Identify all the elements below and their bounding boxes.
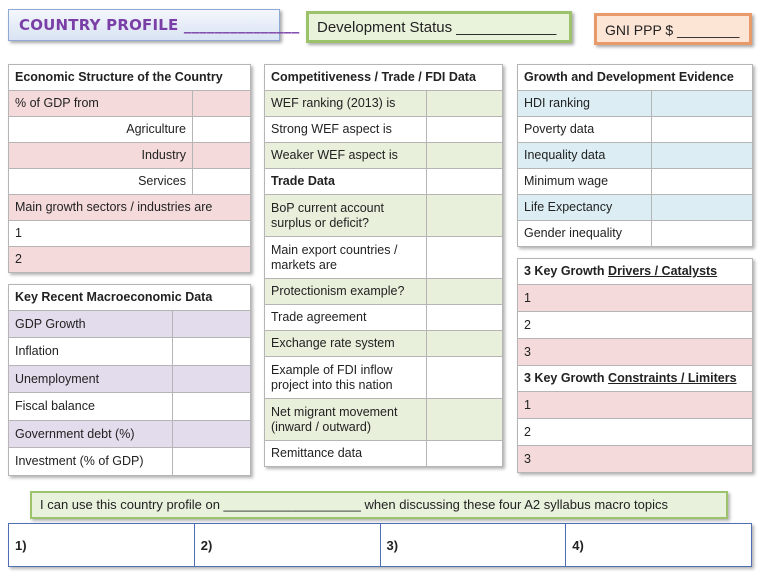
value-cell[interactable]	[650, 168, 754, 195]
row-bop: BoP current account surplus or deficit?	[264, 194, 427, 237]
page-title: COUNTRY PROFILE _______________	[8, 9, 299, 41]
row-sector-1[interactable]: 1	[8, 220, 251, 247]
value-cell[interactable]	[425, 440, 504, 467]
gni-box: GNI PPP $ ________	[594, 13, 752, 45]
topic-1[interactable]: 1)	[9, 524, 195, 566]
driver-2[interactable]: 2	[517, 311, 753, 339]
driver-1[interactable]: 1	[517, 284, 753, 312]
drivers-heading-underlined: Drivers / Catalysts	[608, 264, 718, 278]
value-cell[interactable]	[192, 116, 251, 143]
value-cell[interactable]	[425, 194, 504, 237]
row-fiscal-balance: Fiscal balance	[8, 392, 173, 421]
value-cell[interactable]	[650, 116, 754, 143]
value-cell[interactable]	[425, 330, 504, 357]
value-cell[interactable]	[650, 194, 754, 221]
syllabus-banner: I can use this country profile on ______…	[30, 491, 728, 519]
macro-data-table: Key Recent Macroeconomic Data GDP Growth…	[7, 284, 252, 476]
value-cell[interactable]	[192, 142, 251, 169]
constraint-1[interactable]: 1	[517, 391, 753, 419]
row-export-markets: Main export countries / markets are	[264, 236, 427, 279]
row-services: Services	[8, 168, 193, 195]
value-cell[interactable]	[425, 356, 504, 399]
value-cell[interactable]	[425, 90, 504, 117]
row-investment: Investment (% of GDP)	[8, 447, 173, 476]
row-wef-ranking: WEF ranking (2013) is	[264, 90, 427, 117]
growth-development-table: Growth and Development Evidence HDI rank…	[516, 64, 754, 247]
value-cell[interactable]	[650, 220, 754, 247]
value-cell[interactable]	[425, 398, 504, 441]
row-exchange-rate: Exchange rate system	[264, 330, 427, 357]
constraints-heading: 3 Key Growth Constraints / Limiters	[517, 365, 753, 392]
economic-structure-table: Economic Structure of the Country % of G…	[8, 64, 251, 273]
row-fdi-example: Example of FDI inflow project into this …	[264, 356, 427, 399]
row-strong-wef: Strong WEF aspect is	[264, 116, 427, 143]
drivers-heading: 3 Key Growth Drivers / Catalysts	[517, 258, 753, 285]
row-minimum-wage: Minimum wage	[517, 168, 652, 195]
value-cell[interactable]	[171, 420, 252, 448]
value-cell[interactable]	[192, 90, 251, 117]
value-cell[interactable]	[650, 142, 754, 169]
topic-4[interactable]: 4)	[572, 538, 584, 553]
value-cell[interactable]	[425, 236, 504, 279]
value-cell[interactable]	[425, 142, 504, 169]
value-cell[interactable]	[650, 90, 754, 117]
constraint-3[interactable]: 3	[517, 445, 753, 473]
competitiveness-heading: Competitiveness / Trade / FDI Data	[263, 64, 504, 91]
row-inequality: Inequality data	[517, 142, 652, 169]
macro-heading: Key Recent Macroeconomic Data	[7, 284, 252, 311]
row-remittance: Remittance data	[264, 440, 427, 467]
topics-row: 1) 2) 3) 4)	[8, 523, 752, 567]
topic-2[interactable]: 2)	[195, 524, 381, 566]
development-status-box: Development Status ____________	[306, 11, 572, 43]
row-sector-2[interactable]: 2	[8, 246, 251, 273]
constraint-2[interactable]: 2	[517, 418, 753, 446]
value-cell[interactable]	[425, 304, 504, 331]
driver-3[interactable]: 3	[517, 338, 753, 366]
row-government-debt: Government debt (%)	[8, 420, 173, 448]
growth-heading: Growth and Development Evidence	[516, 64, 754, 91]
value-cell[interactable]	[192, 168, 251, 195]
row-poverty: Poverty data	[517, 116, 652, 143]
value-cell[interactable]	[425, 116, 504, 143]
value-cell[interactable]	[171, 365, 252, 393]
row-gender-inequality: Gender inequality	[517, 220, 652, 247]
value-cell[interactable]	[425, 168, 504, 195]
drivers-constraints-table: 3 Key Growth Drivers / Catalysts 1 2 3 3…	[517, 258, 753, 473]
row-net-migrant: Net migrant movement (inward / outward)	[264, 398, 427, 441]
value-cell[interactable]	[425, 278, 504, 305]
row-industry: Industry	[8, 142, 193, 169]
title-blank: _______________	[183, 16, 300, 34]
row-weaker-wef: Weaker WEF aspect is	[264, 142, 427, 169]
value-cell[interactable]	[171, 447, 252, 476]
constraints-heading-underlined: Constraints / Limiters	[608, 371, 737, 385]
row-unemployment: Unemployment	[8, 365, 173, 393]
economic-structure-heading: Economic Structure of the Country	[8, 64, 251, 91]
constraints-heading-prefix: 3 Key Growth	[524, 371, 609, 385]
row-gdp-from: % of GDP from	[8, 90, 193, 117]
value-cell[interactable]	[171, 310, 252, 338]
value-cell[interactable]	[171, 392, 252, 421]
row-life-expectancy: Life Expectancy	[517, 194, 652, 221]
drivers-heading-prefix: 3 Key Growth	[524, 264, 609, 278]
competitiveness-table: Competitiveness / Trade / FDI Data WEF r…	[263, 64, 504, 467]
row-gdp-growth: GDP Growth	[8, 310, 173, 338]
row-inflation: Inflation	[8, 337, 173, 366]
topic-3[interactable]: 3)	[381, 524, 567, 566]
row-trade-agreement: Trade agreement	[264, 304, 427, 331]
row-trade-data: Trade Data	[264, 168, 427, 195]
row-protectionism: Protectionism example?	[264, 278, 427, 305]
row-hdi: HDI ranking	[517, 90, 652, 117]
title-text: COUNTRY PROFILE	[19, 16, 179, 34]
value-cell[interactable]	[171, 337, 252, 366]
row-main-growth-sectors: Main growth sectors / industries are	[8, 194, 251, 221]
row-agriculture: Agriculture	[8, 116, 193, 143]
